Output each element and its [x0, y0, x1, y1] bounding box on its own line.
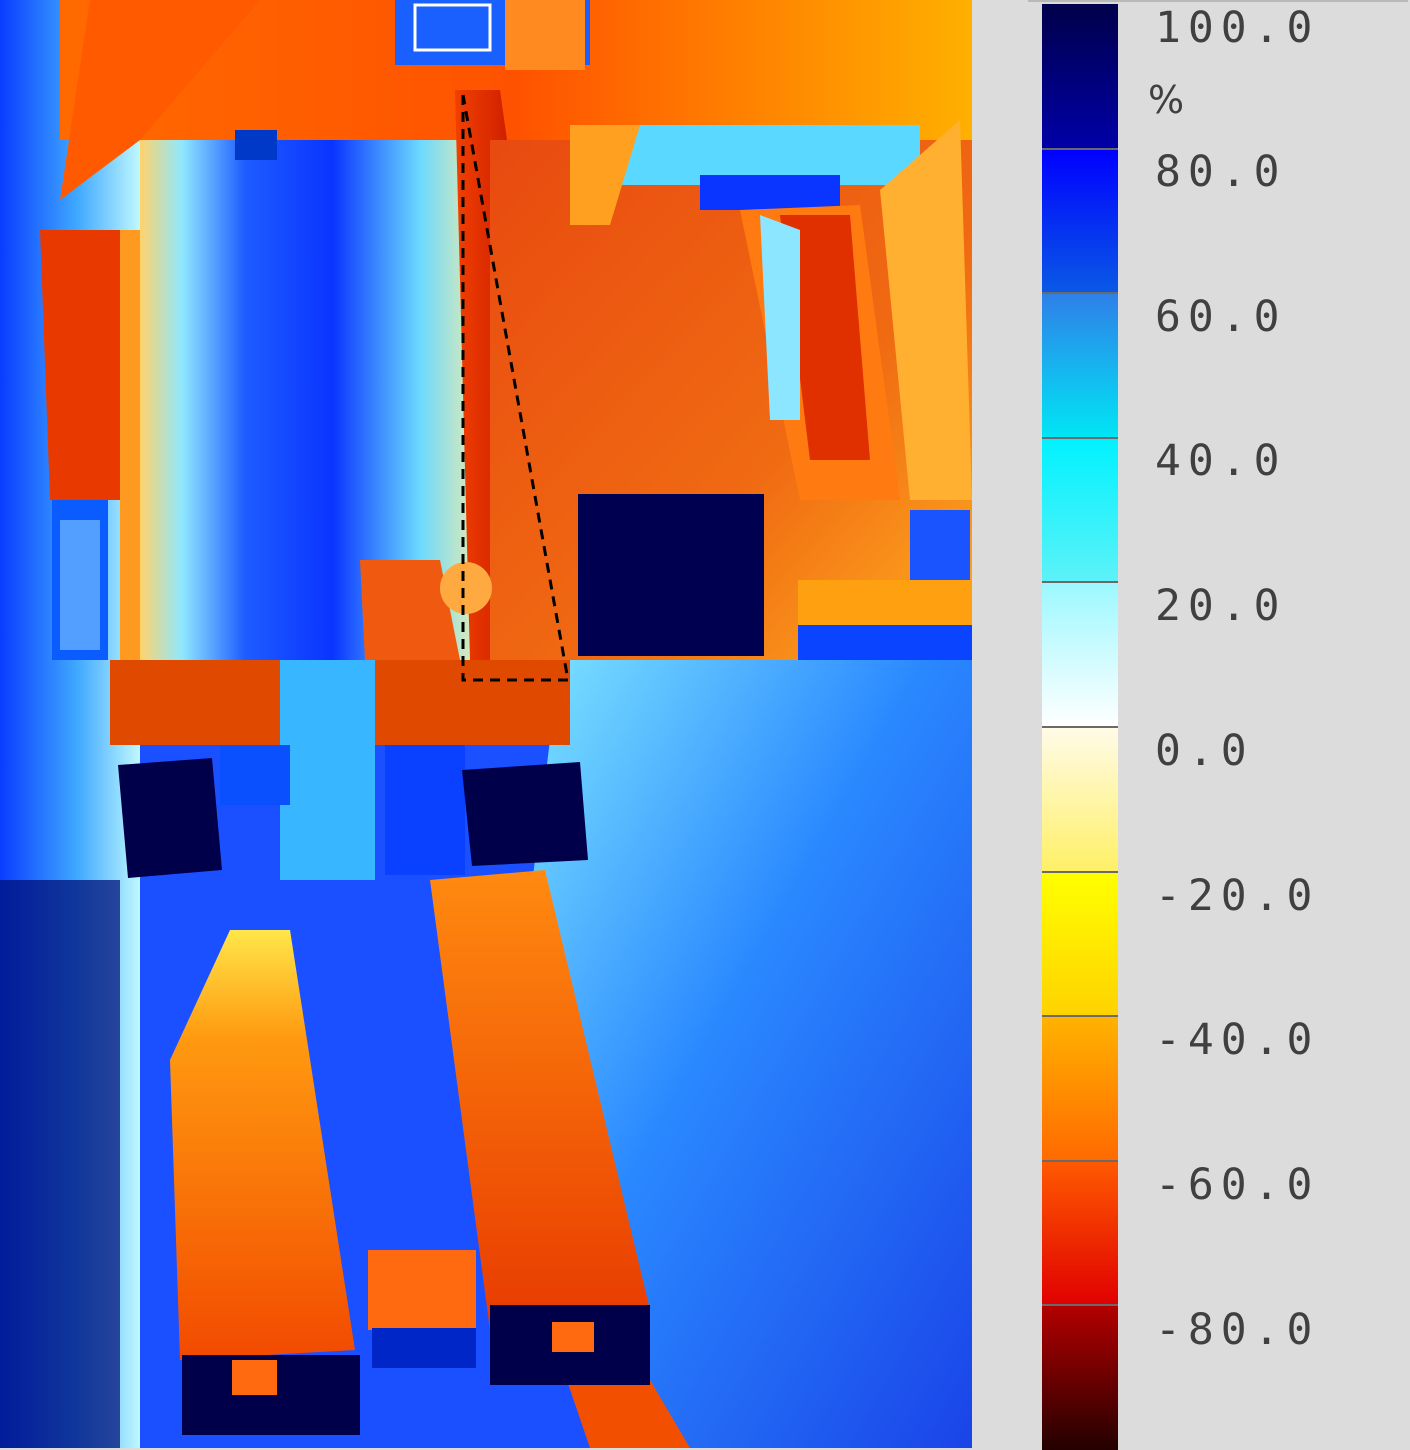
legend-label-100: 100.0	[1155, 3, 1320, 53]
east-corner-block	[910, 510, 970, 580]
courtyard-notch	[235, 130, 277, 160]
legend-separator-1	[1042, 147, 1118, 150]
legend-label-neg60: -60.0	[1155, 1160, 1320, 1210]
east-block-dark	[700, 175, 840, 210]
west-block	[52, 500, 108, 660]
legend-separator-2	[1042, 292, 1118, 295]
legend-separator-5	[1042, 726, 1118, 728]
south-east-notch	[552, 1322, 594, 1352]
west-red-strip	[40, 230, 120, 500]
legend-top-rule	[1028, 0, 1408, 2]
legend-label-80: 80.0	[1155, 147, 1287, 197]
legend-segment-8	[1042, 1160, 1118, 1306]
east-ledge-shadow	[798, 625, 972, 660]
legend-panel: 100.0 % 80.0 60.0 40.0 20.0 0.0 -20.0 -4…	[972, 0, 1410, 1450]
round-feature	[440, 562, 492, 614]
legend-label-0: 0.0	[1155, 726, 1254, 776]
legend-segment-4	[1042, 582, 1118, 728]
north-structure-warm	[505, 0, 585, 70]
legend-separator-4	[1042, 581, 1118, 584]
legend-label-neg40: -40.0	[1155, 1015, 1320, 1065]
legend-separator-7	[1042, 1015, 1118, 1018]
west-block-highlight	[60, 520, 100, 650]
east-light-strip	[760, 215, 800, 420]
middle-blue-gap	[280, 660, 375, 880]
legend-separator-6	[1042, 870, 1118, 873]
dark-block-east	[462, 762, 588, 866]
south-east-wedge	[430, 870, 650, 1330]
south-mid-block	[372, 1328, 476, 1368]
middle-blue-cell	[220, 745, 290, 805]
courtyard-inner-shadow	[360, 560, 460, 660]
legend-segment-5	[1042, 727, 1118, 872]
difference-map	[0, 0, 972, 1448]
south-west-notch	[232, 1360, 277, 1395]
north-structure-outline	[413, 3, 492, 52]
legend-separator-8	[1042, 1159, 1118, 1162]
middle-blue-cell-2	[385, 745, 465, 875]
central-dark-block	[578, 494, 764, 656]
legend-colorbar	[1042, 4, 1118, 1450]
east-block-ridge-shade	[780, 215, 870, 460]
east-block-roof-edge	[570, 125, 640, 225]
legend-label-40: 40.0	[1155, 436, 1287, 486]
east-block-roof	[570, 125, 920, 185]
legend-separator-3	[1042, 436, 1118, 439]
legend-label-20: 20.0	[1155, 581, 1287, 631]
legend-unit: %	[1148, 78, 1185, 122]
legend-segment-7	[1042, 1016, 1118, 1162]
east-edge-glow	[880, 120, 972, 500]
legend-segment-2	[1042, 293, 1118, 439]
legend-label-neg80: -80.0	[1155, 1305, 1320, 1355]
legend-segment-1	[1042, 148, 1118, 294]
legend-segment-6	[1042, 871, 1118, 1017]
legend-segment-9	[1042, 1305, 1118, 1450]
dark-block-west	[118, 758, 222, 878]
legend-label-neg20: -20.0	[1155, 871, 1320, 921]
dashed-outline	[461, 94, 570, 682]
south-west-wedge	[170, 930, 355, 1360]
legend-segment-3	[1042, 437, 1118, 583]
southwest-dark-zone	[0, 880, 120, 1448]
east-ledge	[798, 580, 972, 625]
legend-separator-9	[1042, 1304, 1118, 1307]
north-west-warm-wedge	[60, 0, 260, 200]
legend-segment-0	[1042, 4, 1118, 149]
south-small-wedge	[368, 1250, 476, 1330]
map-canvas	[0, 0, 972, 1448]
legend-label-60: 60.0	[1155, 292, 1287, 342]
